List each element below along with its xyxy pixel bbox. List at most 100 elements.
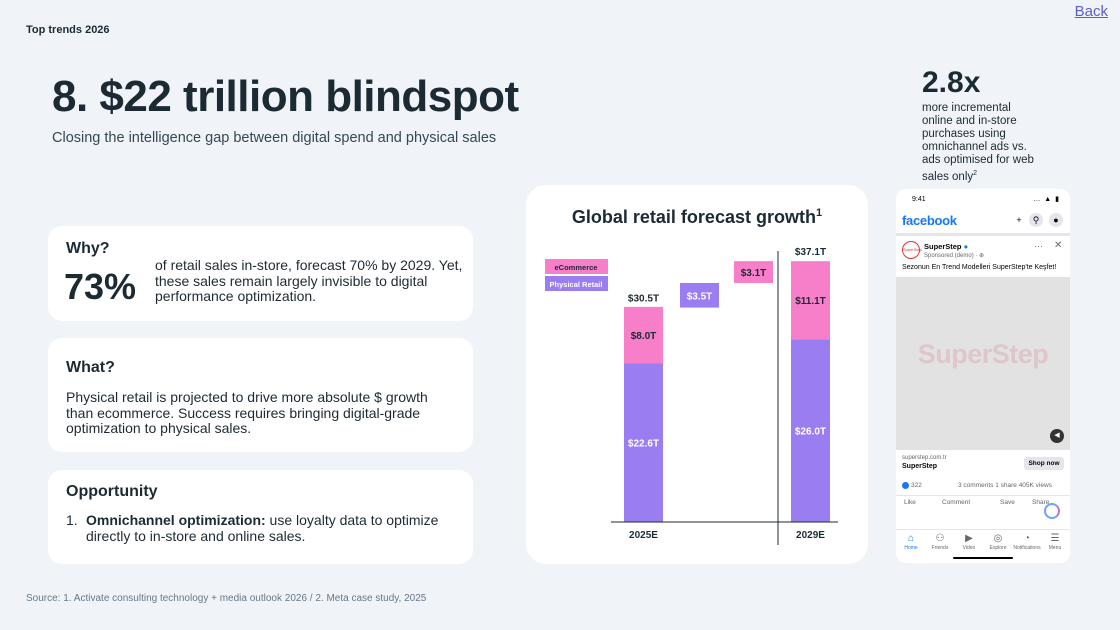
legend-label-1: eCommerce [555,263,598,272]
legend-swatch-1 [545,259,608,274]
home-indicator [953,557,1013,559]
chart-card: Global retail forecast growth1 $22.6T $8.… [526,185,868,564]
page-title: 8. $22 trillion blindspot [52,72,519,121]
what-heading: What? [66,359,115,376]
post-caption: Sezonun En Trend Modelleri SuperStep'te … [902,264,1057,271]
bar-physical-2029E [791,339,830,522]
home-icon: ⌂ [907,533,915,544]
nav-label: Friends [931,545,949,551]
reaction-count-text: 322 [911,482,922,490]
side-stat-value: 2.8x [922,66,981,99]
loading-ring-icon [1044,503,1060,519]
like-button[interactable]: Like [904,499,916,506]
why-stat: 73% [64,266,137,307]
verified-icon: ● [963,242,969,251]
legend-swatch-2 [545,276,608,291]
engagement-counts: 3 comments 1 share 405K views [958,482,1052,489]
nav-notifications[interactable]: ◔ Notifications [1012,533,1042,551]
chart-title: Global retail forecast growth1 [526,207,868,228]
opportunity-card: Opportunity 1. Omnichannel optimization:… [48,470,473,564]
post-media[interactable]: SuperStep ◀ [896,277,1070,450]
sponsored-label: Sponsored (demo) · ⊕ [924,253,985,259]
what-text: Physical retail is projected to drive mo… [66,389,428,436]
video-icon: ▶ [965,533,973,544]
menu-icon: ☰ [1050,533,1060,544]
legend-label-2: Physical Retail [550,280,603,289]
bottom-nav: ⌂ Home ⚇ Friends ▶ Video ◎ Explore ◔ Notifica… [896,529,1070,556]
opportunity-item-number: 1. [66,512,78,528]
feed-divider [896,233,1070,236]
total-label-2029E: $37.1T [795,247,826,258]
friends-icon: ⚇ [935,533,945,544]
nav-video[interactable]: ▶ Video [954,533,984,551]
opportunity-item-body: Omnichannel optimization: use loyalty da… [86,512,466,544]
post-page-name-text[interactable]: SuperStep [924,242,962,251]
opportunity-item-text: use loyalty data to optimize directly to… [86,512,439,544]
post-page-name[interactable]: SuperStep ● [924,242,968,251]
why-text: of retail sales in-store, forecast 70% b… [155,257,463,304]
phone-time: 9:41 [912,196,926,203]
chart-svg: $22.6T $8.0T $30.5T 2025E $26.0T $11.1T $37.1T… [545,247,838,545]
phone-mockup: 9:41 … ▲ ▮ facebook + ⚲ ● SuperStep Supe… [896,189,1070,563]
search-icon[interactable]: ⚲ [1029,213,1043,227]
nav-label: Video [962,545,976,551]
media-brand-text: SuperStep [917,339,1049,369]
why-heading: Why? [66,240,110,257]
bar-ecommerce-2025E [624,306,663,364]
nav-label: Menu [1048,545,1062,551]
comment-button[interactable]: Comment [942,499,971,506]
save-button[interactable]: Save [1000,499,1015,506]
x-tick-label-2029E: 2029E [796,530,825,541]
facebook-logo: facebook [902,213,957,228]
close-icon[interactable]: ✕ [1054,240,1063,251]
like-reaction-icon [902,482,909,489]
explore-icon: ◎ [993,533,1003,544]
data-label-ecommerce-2025E: $8.0T [631,331,657,342]
what-card: What? Physical retail is projected to dr… [48,338,473,452]
side-stat-text: more incremental online and in-store pur… [922,102,1042,184]
opportunity-item: 1. Omnichannel optimization: use loyalty… [66,512,466,544]
section-label: Top trends 2026 [26,24,110,36]
page-subtitle: Closing the intelligence gap between dig… [52,130,497,146]
nav-friends[interactable]: ⚇ Friends [925,533,955,551]
x-tick-label-2025E: 2025E [629,530,658,541]
back-link[interactable]: Back [1074,3,1108,20]
chart-title-footnote: 1 [815,207,823,219]
data-label-physical-2025E: $22.6T [628,439,659,450]
bar-physical-2025E [624,363,663,522]
ad-name: SuperStep [902,463,938,470]
bell-icon: ◔ [1023,533,1031,544]
opportunity-item-bold: Omnichannel optimization: [86,512,266,528]
nav-home[interactable]: ⌂ Home [896,533,926,551]
post-actions: Like Comment Save Share [896,495,1070,510]
step-bar-1 [680,282,719,308]
reaction-count[interactable]: 322 [902,482,922,489]
total-label-2025E: $30.5T [628,294,659,305]
speaker-icon[interactable]: ◀ [1050,429,1064,443]
nav-explore[interactable]: ◎ Explore [983,533,1013,551]
avatar[interactable]: SuperStep [902,241,922,259]
opportunity-heading: Opportunity [66,483,158,500]
more-options-icon[interactable]: ··· [1034,241,1043,251]
source-note: Source: 1. Activate consulting technolog… [26,593,427,604]
side-stat-footnote: 2 [973,170,978,177]
side-stat-description: more incremental online and in-store pur… [922,102,1034,183]
add-icon[interactable]: + [1016,215,1022,225]
chart-title-text: Global retail forecast growth [571,207,816,227]
phone-status-icons: … ▲ ▮ [1033,196,1060,203]
ad-domain: superstep.com.tr [902,455,947,461]
data-label-physical-2029E: $26.0T [795,427,826,438]
data-label-ecommerce-2029E: $11.1T [795,296,826,307]
step-label-1: $3.5T [687,291,713,302]
shop-now-button[interactable]: Shop now [1024,457,1064,470]
nav-label: Explore [989,545,1007,551]
messenger-icon[interactable]: ● [1049,213,1063,227]
nav-label: Home [904,545,918,551]
bar-ecommerce-2029E [791,261,830,340]
why-card: Why? 73% of retail sales in-store, forec… [48,226,473,321]
nav-menu[interactable]: ☰ Menu [1040,533,1070,551]
share-button[interactable]: Share [1032,499,1050,506]
nav-label: Notifications [1013,545,1041,551]
step-label-2: $3.1T [741,268,767,279]
step-bar-2 [734,261,773,283]
